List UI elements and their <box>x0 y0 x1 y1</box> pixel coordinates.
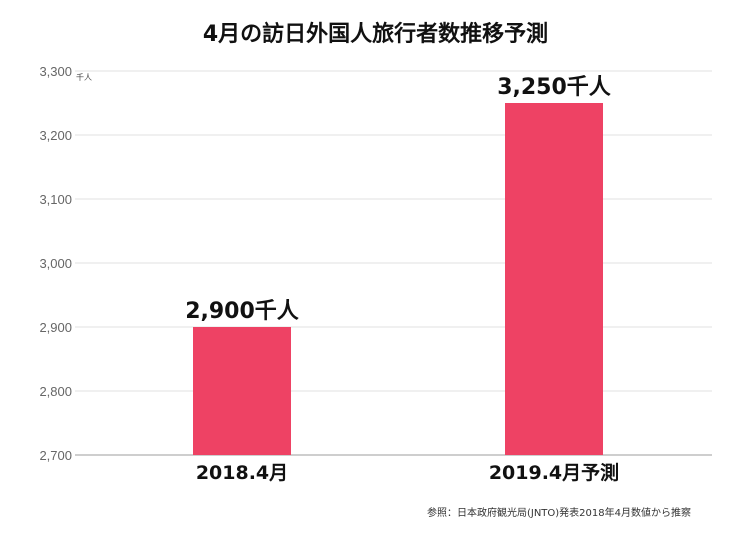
y-tick-label: 2,800 <box>39 384 72 399</box>
y-axis-ticks: 2,700 2,800 2,900 3,000 3,100 3,200 3,300 <box>39 64 72 463</box>
y-tick-label: 2,900 <box>39 320 72 335</box>
x-axis-categories: 2018.4月 2019.4月予測 <box>196 461 619 484</box>
data-labels: 2,900千人 3,250千人 <box>185 75 611 324</box>
chart-title: 4月の訪日外国人旅行者数推移予測 <box>202 22 549 47</box>
gridlines <box>75 70 712 456</box>
data-label: 2,900千人 <box>185 299 299 324</box>
bar <box>505 103 603 455</box>
y-tick-label: 3,000 <box>39 256 72 271</box>
source-note: 参照：日本政府観光局(JNTO)発表2018年4月数値から推察 <box>426 508 691 519</box>
y-tick-label: 3,200 <box>39 128 72 143</box>
y-axis-unit-label: 千人 <box>76 72 92 82</box>
y-tick-label: 2,700 <box>39 448 72 463</box>
data-label: 3,250千人 <box>497 75 611 100</box>
bars <box>193 103 603 455</box>
x-category-label: 2018.4月 <box>196 462 288 484</box>
y-tick-label: 3,300 <box>39 64 72 79</box>
x-category-label: 2019.4月予測 <box>489 461 619 484</box>
y-tick-label: 3,100 <box>39 192 72 207</box>
bar <box>193 327 291 455</box>
